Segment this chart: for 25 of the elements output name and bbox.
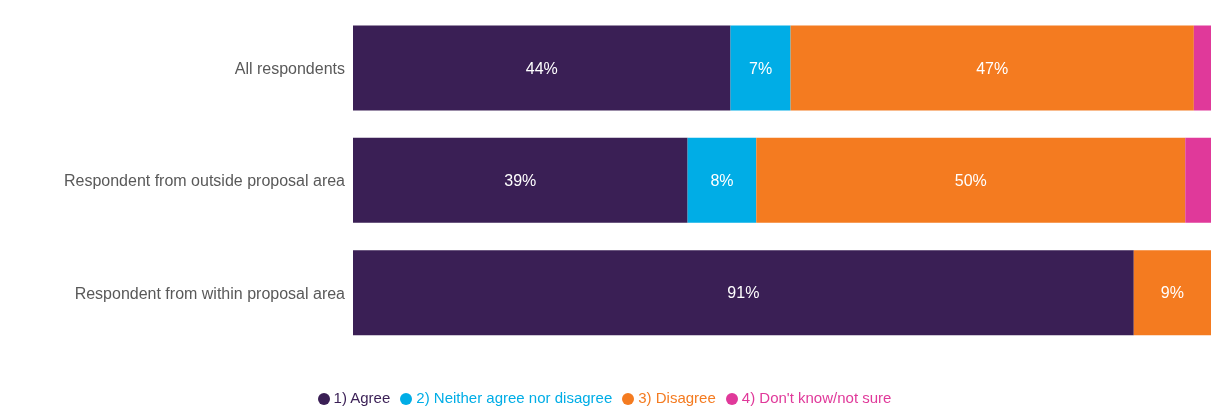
data-label: 44% [525, 59, 558, 77]
bar [353, 25, 731, 111]
legend-label: 1) Agree [333, 389, 391, 406]
bar [790, 25, 1194, 111]
legend-label: 3) Disagree [638, 389, 716, 406]
bar [1133, 250, 1211, 336]
bar [353, 250, 1134, 336]
data-label: 8% [710, 171, 734, 189]
data-label: 7% [748, 59, 773, 77]
bar [730, 25, 791, 111]
y-tick-label: Respondent from outside proposal area [63, 172, 346, 190]
data-label: 50% [954, 171, 987, 189]
y-tick-label: Respondent from within proposal area [74, 284, 346, 302]
bar [353, 137, 688, 223]
data-label: 9% [1160, 284, 1184, 302]
bar [687, 137, 757, 223]
legend-label: 2) Neither agree nor disagree [416, 389, 613, 406]
data-label: 91% [727, 284, 760, 302]
y-tick-label: All respondents [234, 59, 345, 77]
bar [1185, 137, 1211, 223]
data-label: 47% [976, 59, 1009, 77]
legend-label: 4) Don't know/not sure [741, 389, 892, 406]
bar [1193, 25, 1211, 111]
bar [756, 137, 1186, 223]
data-label: 39% [504, 171, 537, 189]
